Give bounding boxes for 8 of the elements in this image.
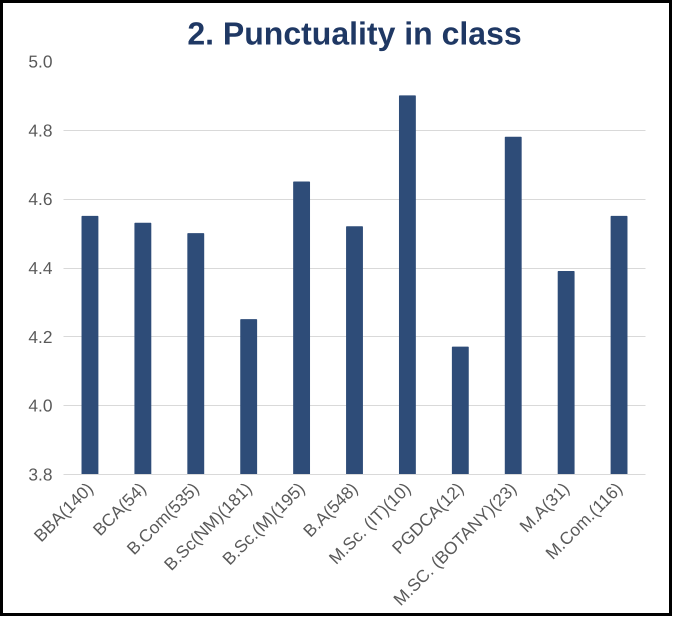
y-tick-label: 4.6 — [28, 189, 53, 210]
chart-title: 2. Punctuality in class — [187, 16, 522, 52]
y-tick-label: 5.0 — [28, 52, 53, 72]
y-tick-label: 4.0 — [28, 396, 53, 416]
y-tick-label: 3.8 — [28, 464, 53, 484]
y-tick-label: 4.4 — [28, 258, 53, 278]
y-tick-label: 4.2 — [28, 326, 53, 347]
y-tick-label: 4.8 — [28, 120, 53, 140]
